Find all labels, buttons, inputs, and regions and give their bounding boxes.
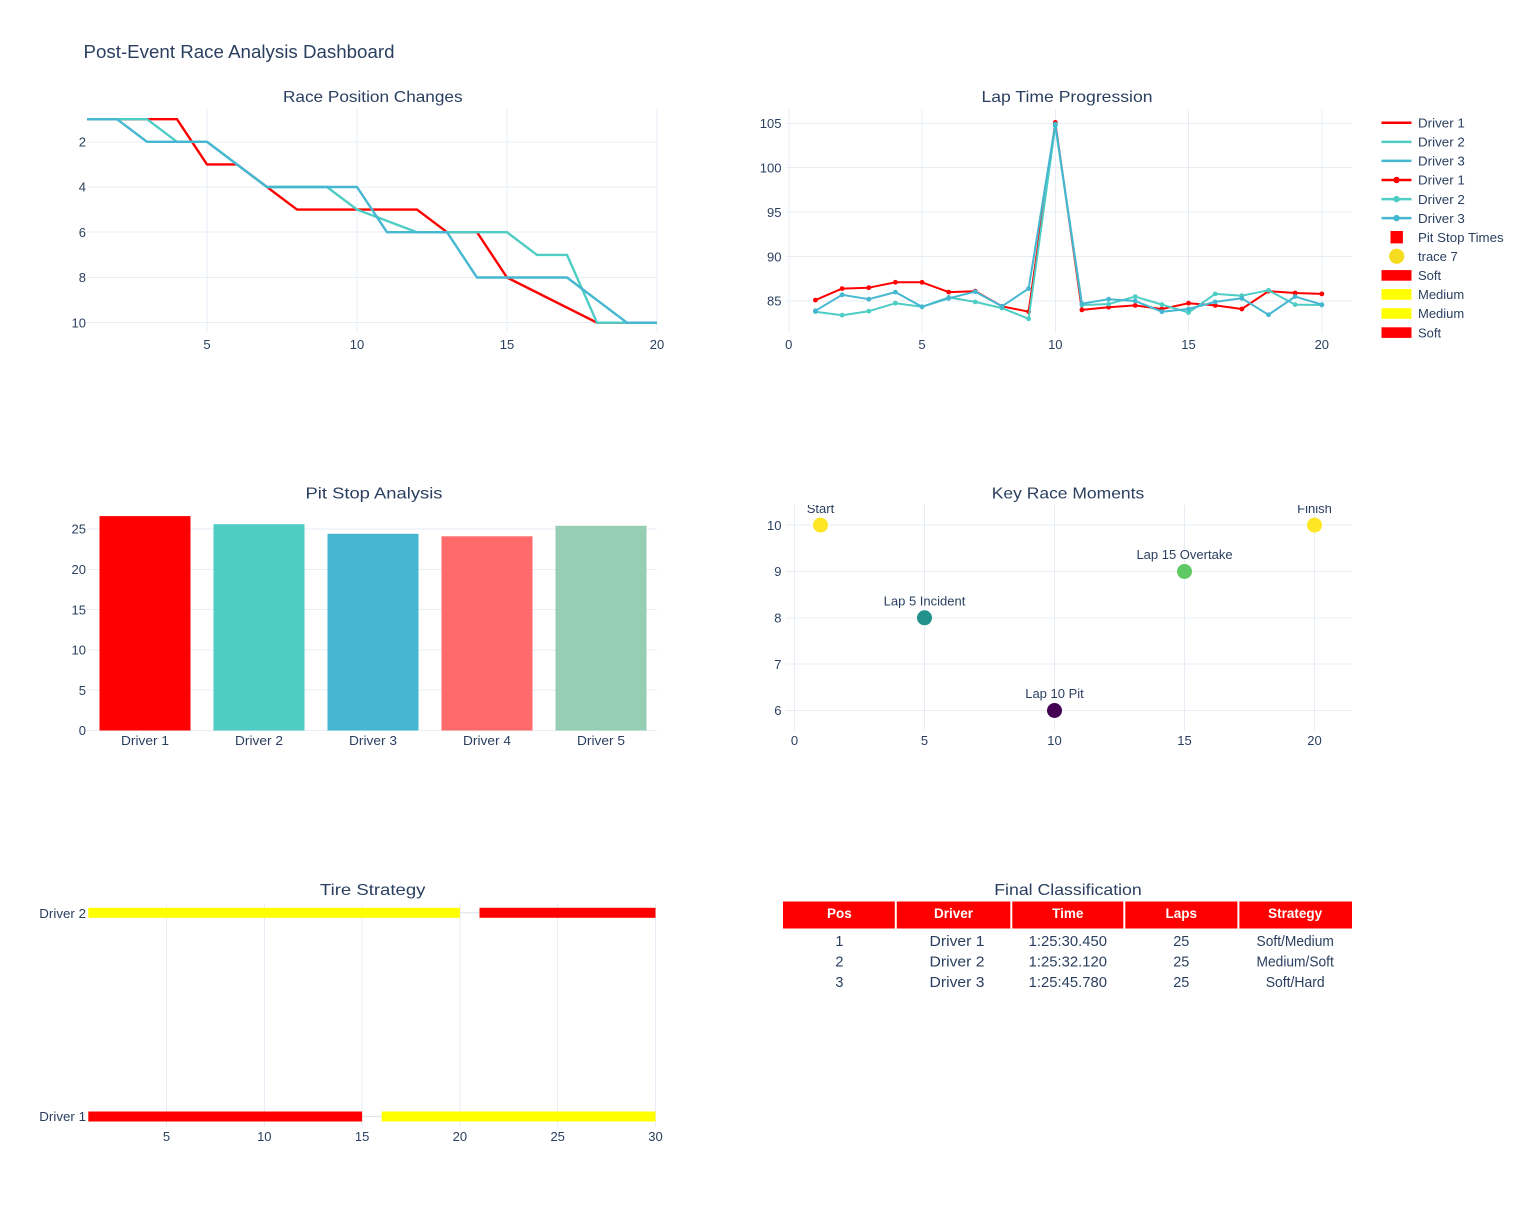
svg-text:Medium: Medium bbox=[1418, 287, 1464, 302]
svg-text:15: 15 bbox=[500, 337, 514, 352]
svg-text:Key Race Moments: Key Race Moments bbox=[992, 486, 1145, 503]
svg-text:25: 25 bbox=[1173, 954, 1189, 970]
svg-text:105: 105 bbox=[760, 116, 782, 131]
svg-text:Strategy: Strategy bbox=[1268, 906, 1323, 921]
svg-text:25: 25 bbox=[72, 522, 86, 537]
svg-text:10: 10 bbox=[767, 518, 781, 533]
svg-text:15: 15 bbox=[72, 602, 86, 617]
svg-text:Driver 2: Driver 2 bbox=[1418, 192, 1465, 207]
svg-text:100: 100 bbox=[760, 160, 782, 175]
svg-text:Lap 5 Incident: Lap 5 Incident bbox=[884, 594, 966, 609]
svg-text:0: 0 bbox=[785, 337, 792, 352]
svg-text:Driver 2: Driver 2 bbox=[39, 906, 86, 921]
svg-text:Driver 3: Driver 3 bbox=[1418, 211, 1465, 226]
svg-text:1:25:30.450: 1:25:30.450 bbox=[1029, 934, 1107, 950]
svg-text:9: 9 bbox=[774, 564, 781, 579]
svg-text:Driver 2: Driver 2 bbox=[1418, 135, 1465, 150]
svg-text:Driver 1: Driver 1 bbox=[39, 1109, 86, 1124]
svg-text:6: 6 bbox=[79, 225, 86, 240]
svg-text:Driver 1: Driver 1 bbox=[121, 733, 169, 748]
svg-text:5: 5 bbox=[203, 337, 210, 352]
svg-text:10: 10 bbox=[1047, 733, 1061, 748]
svg-text:5: 5 bbox=[163, 1129, 170, 1144]
svg-text:15: 15 bbox=[1181, 337, 1195, 352]
svg-text:Driver 3: Driver 3 bbox=[930, 975, 985, 991]
svg-text:15: 15 bbox=[355, 1129, 369, 1144]
svg-text:3: 3 bbox=[835, 975, 843, 991]
svg-text:Medium: Medium bbox=[1418, 306, 1464, 321]
svg-text:20: 20 bbox=[650, 337, 664, 352]
svg-text:Driver 1: Driver 1 bbox=[1418, 173, 1465, 188]
svg-text:Pit Stop Analysis: Pit Stop Analysis bbox=[306, 486, 443, 503]
svg-text:5: 5 bbox=[918, 337, 925, 352]
svg-text:trace 7: trace 7 bbox=[1418, 249, 1458, 264]
svg-text:Driver 1: Driver 1 bbox=[1418, 116, 1465, 131]
svg-text:1:25:45.780: 1:25:45.780 bbox=[1029, 975, 1107, 991]
svg-text:25: 25 bbox=[1173, 934, 1189, 950]
svg-text:Post-Event Race Analysis Dashb: Post-Event Race Analysis Dashboard bbox=[84, 42, 395, 62]
svg-text:Soft/Medium: Soft/Medium bbox=[1257, 934, 1334, 950]
svg-text:25: 25 bbox=[1173, 975, 1189, 991]
svg-text:Medium/Soft: Medium/Soft bbox=[1257, 954, 1334, 970]
svg-text:Driver 3: Driver 3 bbox=[1418, 154, 1465, 169]
svg-text:Driver 5: Driver 5 bbox=[577, 733, 625, 748]
svg-text:Soft/Hard: Soft/Hard bbox=[1266, 975, 1325, 991]
svg-text:Race Position Changes: Race Position Changes bbox=[283, 89, 463, 106]
svg-text:Driver 3: Driver 3 bbox=[349, 733, 397, 748]
svg-text:30: 30 bbox=[648, 1129, 662, 1144]
svg-text:0: 0 bbox=[791, 733, 798, 748]
svg-text:7: 7 bbox=[774, 657, 781, 672]
svg-text:Driver 2: Driver 2 bbox=[930, 954, 985, 970]
svg-text:Driver 1: Driver 1 bbox=[930, 934, 985, 950]
svg-text:20: 20 bbox=[453, 1129, 467, 1144]
svg-text:Tire Strategy: Tire Strategy bbox=[320, 882, 426, 899]
svg-text:20: 20 bbox=[72, 562, 86, 577]
svg-text:10: 10 bbox=[1048, 337, 1062, 352]
svg-text:1: 1 bbox=[835, 934, 843, 950]
svg-text:10: 10 bbox=[72, 315, 86, 330]
svg-text:2: 2 bbox=[835, 954, 843, 970]
svg-text:95: 95 bbox=[767, 205, 781, 220]
svg-text:Lap Time Progression: Lap Time Progression bbox=[982, 89, 1153, 106]
svg-text:Start: Start bbox=[807, 501, 835, 516]
svg-text:10: 10 bbox=[257, 1129, 271, 1144]
svg-text:Pos: Pos bbox=[827, 906, 852, 921]
svg-text:6: 6 bbox=[774, 703, 781, 718]
svg-text:Driver 4: Driver 4 bbox=[463, 733, 511, 748]
svg-text:Soft: Soft bbox=[1418, 325, 1442, 340]
svg-text:10: 10 bbox=[350, 337, 364, 352]
svg-text:Laps: Laps bbox=[1166, 906, 1198, 921]
svg-text:Driver: Driver bbox=[934, 906, 974, 921]
svg-text:Final Classification: Final Classification bbox=[994, 882, 1142, 899]
svg-text:4: 4 bbox=[79, 180, 86, 195]
svg-text:85: 85 bbox=[767, 294, 781, 309]
svg-text:8: 8 bbox=[774, 611, 781, 626]
svg-text:Lap 10 Pit: Lap 10 Pit bbox=[1025, 686, 1084, 701]
svg-text:10: 10 bbox=[72, 643, 86, 658]
svg-text:8: 8 bbox=[79, 270, 86, 285]
svg-text:0: 0 bbox=[79, 723, 86, 738]
svg-text:5: 5 bbox=[79, 683, 86, 698]
svg-text:Soft: Soft bbox=[1418, 268, 1442, 283]
svg-text:1:25:32.120: 1:25:32.120 bbox=[1029, 954, 1107, 970]
svg-text:25: 25 bbox=[550, 1129, 564, 1144]
svg-text:Lap 15 Overtake: Lap 15 Overtake bbox=[1136, 547, 1232, 562]
svg-text:2: 2 bbox=[79, 135, 86, 150]
svg-text:Pit Stop Times: Pit Stop Times bbox=[1418, 230, 1504, 245]
svg-text:20: 20 bbox=[1315, 337, 1329, 352]
svg-text:20: 20 bbox=[1307, 733, 1321, 748]
svg-text:5: 5 bbox=[921, 733, 928, 748]
svg-text:15: 15 bbox=[1177, 733, 1191, 748]
svg-text:90: 90 bbox=[767, 249, 781, 264]
svg-text:Time: Time bbox=[1052, 906, 1084, 921]
svg-text:Driver 2: Driver 2 bbox=[235, 733, 283, 748]
svg-text:Finish: Finish bbox=[1297, 501, 1332, 516]
